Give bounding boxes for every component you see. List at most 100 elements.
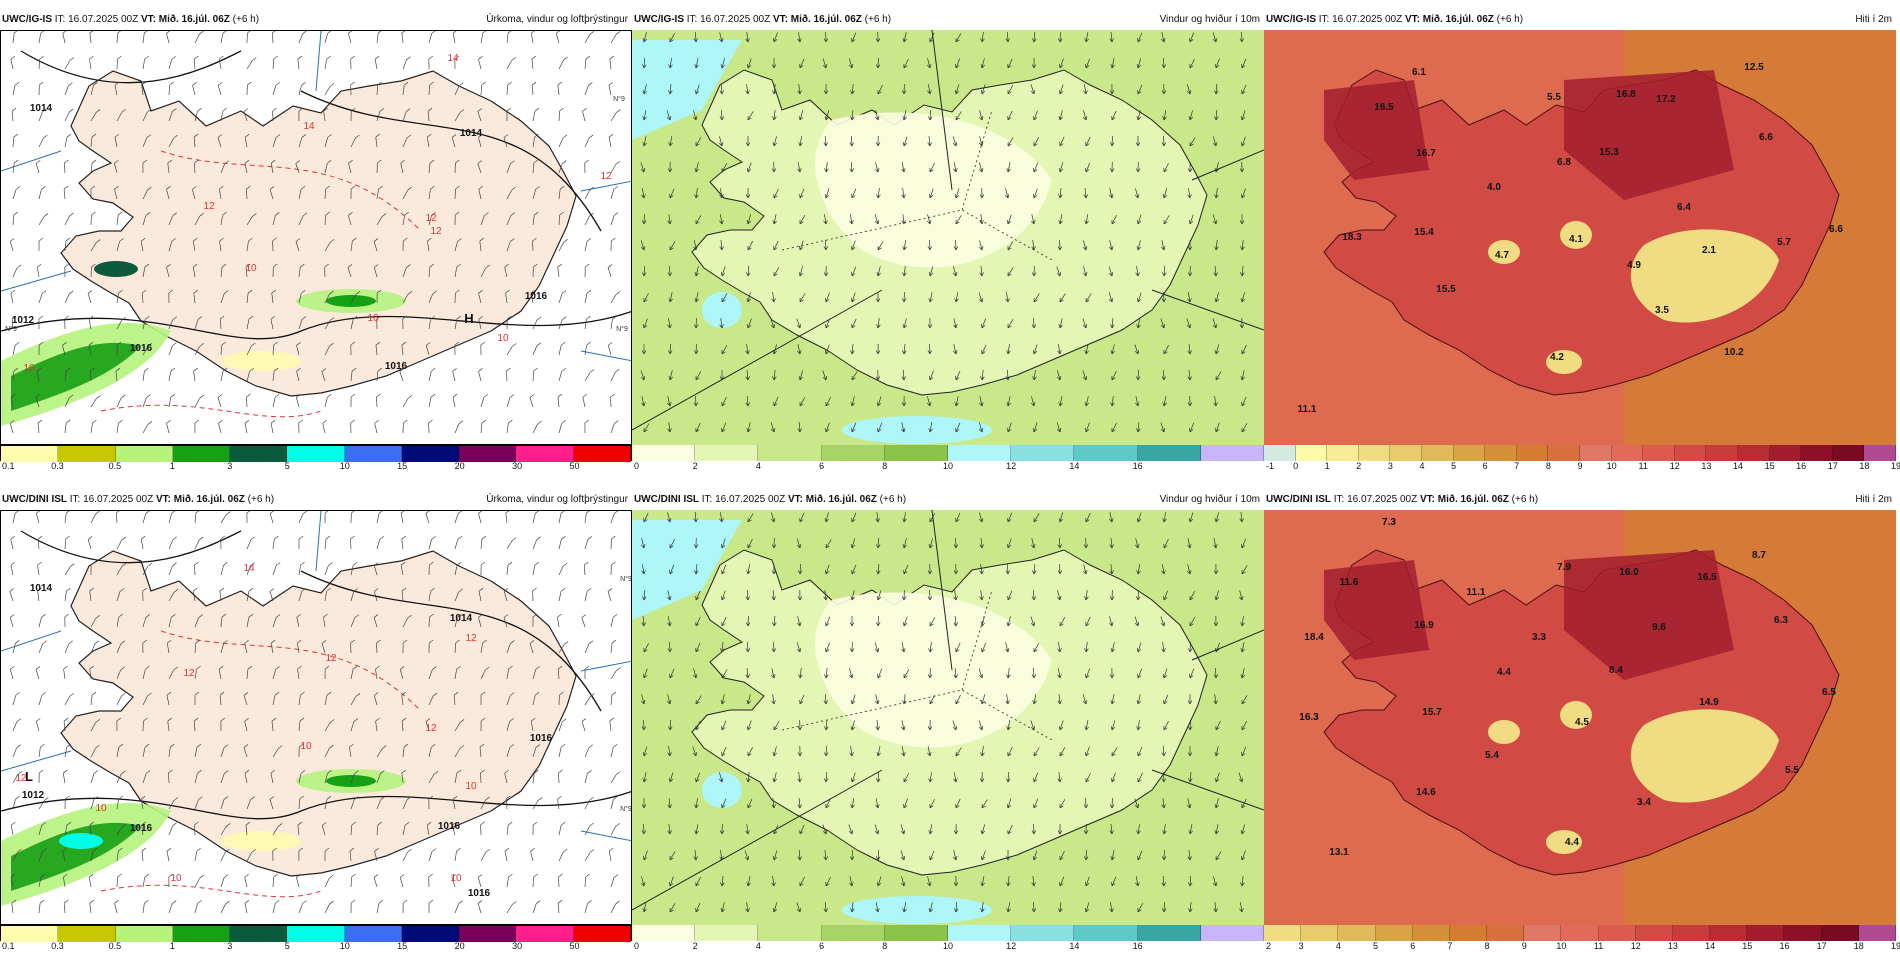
colorbar-swatch — [1675, 445, 1707, 461]
colorbar — [0, 445, 632, 461]
map-svg: 101410141016101610161016L101214121212121… — [1, 511, 632, 925]
field-label: 1014 — [450, 613, 473, 624]
colorbar-swatch — [1738, 445, 1770, 461]
field-label: 1016 — [530, 733, 553, 744]
field-label: 11.1 — [1467, 587, 1486, 598]
field-label: 11.1 — [1298, 404, 1317, 415]
field-label: 3.4 — [1637, 797, 1651, 808]
colorbar-swatch — [1376, 925, 1413, 941]
field-label: 12 — [425, 213, 437, 224]
field-label: 6.3 — [1774, 615, 1788, 626]
colorbar-tick-label: 20 — [455, 461, 465, 471]
field-label: 18.3 — [1342, 232, 1362, 243]
colorbar-swatch — [1710, 925, 1747, 941]
field-label: 6.6 — [1759, 132, 1773, 143]
colorbar-swatch — [1859, 925, 1896, 941]
field-label: 10 — [450, 873, 462, 884]
precip-area — [221, 351, 301, 371]
init-time: IT: 16.07.2025 00Z — [55, 14, 138, 25]
field-label: 1016 — [130, 823, 153, 834]
colorbar-swatch — [402, 446, 459, 462]
colorbar-swatch — [1801, 445, 1833, 461]
product-title: Úrkoma, vindur og loftþrýstingur — [486, 12, 628, 28]
colorbar-swatch — [287, 446, 344, 462]
init-time: IT: 16.07.2025 00Z — [1319, 14, 1402, 25]
colorbar-swatch — [1561, 925, 1598, 941]
field-label: 10 — [465, 781, 477, 792]
colorbar-swatch — [1264, 925, 1301, 941]
field-label: 13.1 — [1329, 847, 1349, 858]
colorbar-tick-label: 0.5 — [109, 461, 122, 471]
colorbar-swatch — [758, 445, 821, 461]
colorbar-swatch — [1201, 925, 1264, 941]
colorbar-swatch — [1822, 925, 1859, 941]
field-label: 14.9 — [1699, 697, 1719, 708]
wind-strong-area — [702, 772, 742, 808]
colorbar-swatch — [1, 926, 58, 942]
field-label: 6.8 — [1557, 157, 1571, 168]
colorbar-swatch — [1138, 925, 1201, 941]
field-label: 4.2 — [1550, 352, 1564, 363]
colorbar-swatch — [632, 925, 695, 941]
map-svg — [632, 30, 1264, 445]
colorbar-swatch — [1454, 445, 1486, 461]
colorbar-swatch — [287, 926, 344, 942]
colorbar-swatch — [695, 925, 758, 941]
field-label: 10 — [497, 333, 509, 344]
field-label: 5.4 — [1485, 750, 1499, 761]
colorbar-tick-label: 4 — [1419, 461, 1424, 471]
valid-prefix: VT: — [788, 494, 803, 505]
valid-time: Mið. 16.júl. 06Z — [1423, 14, 1494, 25]
colorbar-tick-label: 3 — [227, 461, 232, 471]
field-label: N°9 — [620, 805, 632, 813]
field-label: N°9 — [613, 95, 625, 103]
map-area — [632, 510, 1264, 925]
field-label: 4.7 — [1495, 250, 1509, 261]
model-name: UWC/DINI ISL — [634, 494, 699, 505]
colorbar-swatch — [1301, 925, 1338, 941]
field-label: 15.3 — [1599, 147, 1619, 158]
wind-strong-area — [842, 416, 992, 444]
colorbar-tick-label: 1 — [1325, 461, 1330, 471]
field-label: 3.5 — [1655, 305, 1669, 316]
product-title: Úrkoma, vindur og loftþrýstingur — [486, 492, 628, 508]
colorbar-swatch — [948, 445, 1011, 461]
colorbar-swatch — [1833, 445, 1865, 461]
map-svg — [632, 510, 1264, 925]
colorbar-swatch — [1264, 445, 1296, 461]
colorbar-tick-label: 14 — [1069, 461, 1079, 471]
map-svg: 101410141016101610121016H141412121210101… — [1, 31, 632, 445]
field-label: 12 — [183, 668, 195, 679]
colorbar — [632, 445, 1264, 461]
colorbar-swatch — [1784, 925, 1821, 941]
colorbar-tick-label: 2 — [1356, 461, 1361, 471]
field-label: 18.4 — [1304, 632, 1324, 643]
colorbar-swatch — [1359, 445, 1391, 461]
colorbar-tick-label: 8 — [1546, 461, 1551, 471]
valid-prefix: VT: — [1405, 14, 1420, 25]
colorbar-swatch — [1327, 445, 1359, 461]
colorbar-swatch — [1770, 445, 1802, 461]
colorbar-tick-label: 50 — [570, 461, 580, 471]
precip-core — [59, 833, 103, 849]
model-name: UWC/IG-IS — [634, 14, 684, 25]
precip-area — [221, 831, 301, 851]
glacier-cold-area — [1488, 720, 1520, 744]
field-label: 8.7 — [1752, 550, 1766, 561]
field-label: 15.5 — [1436, 284, 1456, 295]
field-label: 10 — [170, 873, 182, 884]
field-label: 1016 — [525, 291, 548, 302]
model-name: UWC/IG-IS — [1266, 14, 1316, 25]
colorbar-swatch — [948, 925, 1011, 941]
field-label: 8.4 — [1609, 665, 1623, 676]
panel-header: UWC/DINI ISL IT: 16.07.2025 00Z VT: Mið.… — [0, 492, 632, 508]
field-label: 15.4 — [1414, 227, 1434, 238]
colorbar-tick-label: 4 — [756, 461, 761, 471]
panel-header: UWC/DINI ISL IT: 16.07.2025 00Z VT: Mið.… — [632, 492, 1264, 508]
colorbar-swatch — [574, 446, 631, 462]
